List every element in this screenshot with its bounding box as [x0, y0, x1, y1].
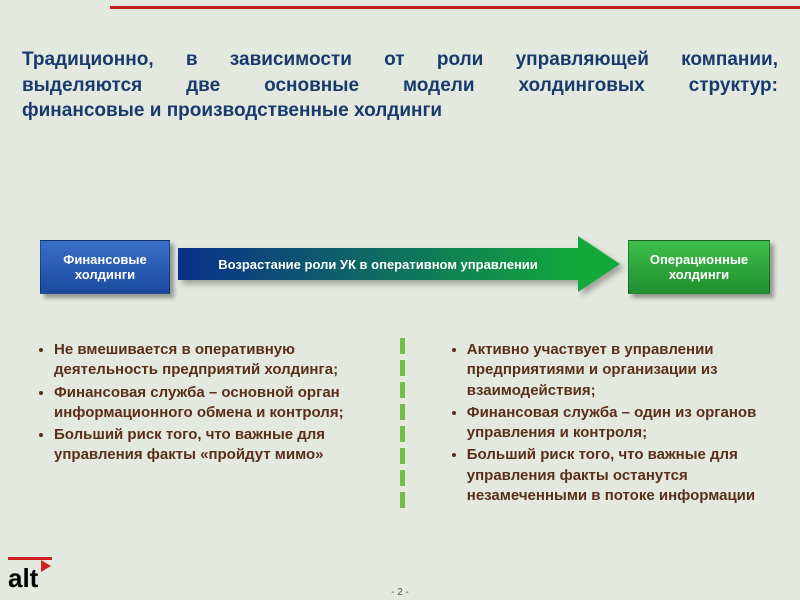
bullet-columns: Не вмешивается в оперативную деятельност…: [22, 340, 778, 508]
slide-title: Традиционно, в зависимости от роли управ…: [22, 47, 778, 124]
list-item: Больший риск того, что важные для управл…: [54, 425, 375, 466]
title-line-3: финансовые и производственные холдинги: [22, 98, 778, 124]
financial-holdings-box: Финансовые холдинги: [40, 240, 170, 294]
slide: Традиционно, в зависимости от роли управ…: [0, 0, 800, 600]
header-rule: [110, 6, 800, 9]
title-line-1: Традиционно, в зависимости от роли управ…: [22, 47, 778, 73]
operational-features-list: Активно участвует в управлении предприят…: [435, 340, 778, 508]
left-box-line2: холдинги: [75, 267, 135, 282]
title-line-2: выделяются две основные модели холдингов…: [22, 73, 778, 99]
right-box-line1: Операционные: [650, 252, 748, 267]
list-item: Больший риск того, что важные для управл…: [467, 445, 778, 506]
arrow-head-icon: [578, 236, 620, 292]
role-increase-arrow: Возрастание роли УК в оперативном управл…: [178, 236, 620, 292]
operational-holdings-box: Операционные холдинги: [628, 240, 770, 294]
left-box-line1: Финансовые: [63, 252, 147, 267]
right-box-line2: холдинги: [669, 267, 729, 282]
list-item: Финансовая служба – один из органов упра…: [467, 403, 778, 444]
list-item: Активно участвует в управлении предприят…: [467, 340, 778, 401]
list-item: Финансовая служба – основной орган инфор…: [54, 383, 375, 424]
arrow-label: Возрастание роли УК в оперативном управл…: [218, 257, 538, 272]
financial-features-list: Не вмешивается в оперативную деятельност…: [22, 340, 375, 508]
page-number: - 2 -: [0, 587, 800, 598]
list-item: Не вмешивается в оперативную деятельност…: [54, 340, 375, 381]
arrow-body: Возрастание роли УК в оперативном управл…: [178, 248, 578, 280]
